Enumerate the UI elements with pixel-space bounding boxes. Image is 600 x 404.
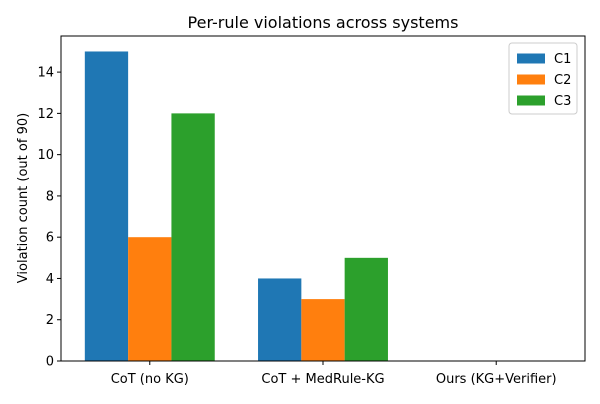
y-tick-label: 8 xyxy=(46,189,54,204)
legend-label-c2: C2 xyxy=(554,73,571,88)
bars-group xyxy=(84,51,388,361)
bar-c2-1 xyxy=(301,299,345,361)
bar-c3-0 xyxy=(171,113,215,361)
legend-swatch-c2 xyxy=(517,74,545,85)
y-tick-label: 14 xyxy=(37,66,54,81)
y-tick-label: 6 xyxy=(46,231,54,246)
legend-swatch-c3 xyxy=(517,95,545,106)
y-tick-label: 2 xyxy=(46,313,54,328)
legend-swatch-c1 xyxy=(517,53,545,64)
x-tick-label: Ours (KG+Verifier) xyxy=(436,372,557,387)
y-axis-ticks: 0 2 4 6 8 10 12 14 xyxy=(37,66,61,370)
bar-c3-1 xyxy=(344,257,388,361)
y-axis-label: Violation count (out of 90) xyxy=(16,113,31,283)
y-tick-label: 12 xyxy=(37,107,54,122)
legend-label-c1: C1 xyxy=(554,52,571,67)
y-tick-label: 10 xyxy=(37,148,54,163)
legend: C1 C2 C3 xyxy=(508,42,578,115)
y-tick-label: 4 xyxy=(46,272,54,287)
y-tick-label: 0 xyxy=(46,355,54,370)
x-axis-ticks: CoT (no KG) CoT + MedRule-KG Ours (KG+Veri… xyxy=(111,361,557,387)
bar-c1-1 xyxy=(258,278,302,361)
bar-c1-0 xyxy=(84,51,129,361)
plot-frame xyxy=(60,35,586,362)
x-tick-label: CoT (no KG) xyxy=(111,372,189,387)
legend-label-c3: C3 xyxy=(554,94,571,109)
x-tick-label: CoT + MedRule-KG xyxy=(261,372,384,387)
bar-c2-0 xyxy=(128,237,172,361)
chart-title: Per-rule violations across systems xyxy=(188,13,459,32)
